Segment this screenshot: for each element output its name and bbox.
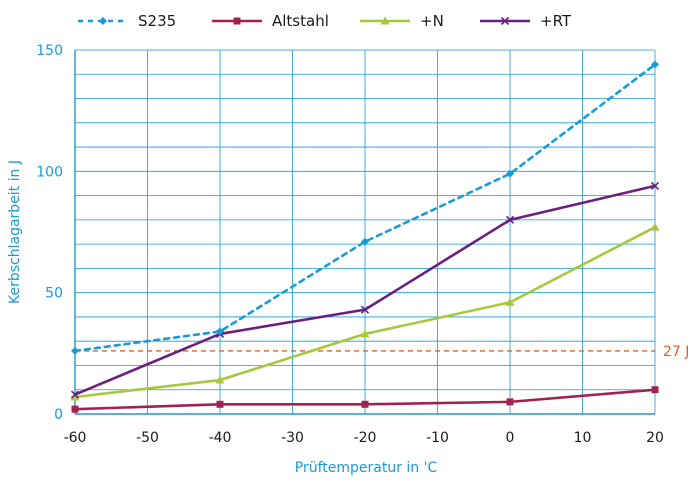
series-group xyxy=(70,60,660,413)
data-point-triangle xyxy=(380,16,390,25)
data-point-square xyxy=(651,386,659,394)
legend-item: +N xyxy=(360,12,444,30)
x-axis-title: Prüftemperatur in 'C xyxy=(295,460,438,476)
data-point-triangle xyxy=(70,392,80,401)
data-point-triangle xyxy=(650,222,660,231)
legend-item: S235 xyxy=(78,12,176,30)
x-tick-label: -30 xyxy=(281,430,304,446)
y-tick-label: 0 xyxy=(54,407,63,423)
y-tick-label: 150 xyxy=(36,43,63,59)
data-point-diamond xyxy=(651,60,659,69)
legend-label: +N xyxy=(420,12,444,30)
data-point-x-stroke xyxy=(500,16,510,26)
reference-line-group: 27 J xyxy=(75,344,689,360)
axes: 0 50 100 150 -60 -50 -40 -30 -20 -10 0 10 20 xyxy=(36,43,664,446)
data-point-diamond xyxy=(99,17,107,25)
data-point-x-stroke xyxy=(505,215,515,224)
data-point-x-stroke xyxy=(650,181,660,190)
data-point-triangle xyxy=(360,329,370,338)
legend-label: Altstahl xyxy=(272,12,329,30)
legend-label: S235 xyxy=(138,12,176,30)
data-point-x xyxy=(500,16,510,26)
x-tick-label: -20 xyxy=(354,430,377,446)
series-s235 xyxy=(71,60,659,355)
x-tick-label: 20 xyxy=(646,430,664,446)
x-tick-label: -10 xyxy=(426,430,449,446)
data-point-x-stroke xyxy=(70,390,80,399)
x-tick-label: 0 xyxy=(506,430,515,446)
series-n xyxy=(70,222,660,401)
x-tick-label: -60 xyxy=(64,430,87,446)
data-point-diamond xyxy=(506,169,514,178)
x-tick-label: 10 xyxy=(574,430,592,446)
y-tick-label: 100 xyxy=(36,164,63,180)
data-point-triangle xyxy=(215,375,225,384)
data-point-diamond xyxy=(216,327,224,336)
data-point-triangle xyxy=(505,297,515,306)
y-tick-label: 50 xyxy=(45,286,63,302)
data-point-x xyxy=(70,390,80,399)
legend-label: +RT xyxy=(540,12,572,30)
data-point-diamond xyxy=(71,346,79,355)
data-point-x xyxy=(505,215,515,224)
data-point-square xyxy=(233,17,241,25)
x-tick-label: -50 xyxy=(136,430,159,446)
legend: S235 Altstahl +N +RT xyxy=(78,12,572,30)
data-point-square xyxy=(71,405,79,413)
legend-item: +RT xyxy=(480,12,572,30)
data-point-x xyxy=(650,181,660,190)
data-point-x-stroke xyxy=(360,305,370,314)
y-axis-title: Kerbschlagarbeit in J xyxy=(7,160,23,304)
legend-item: Altstahl xyxy=(212,12,329,30)
data-point-square xyxy=(216,400,224,408)
reference-line-label: 27 J xyxy=(663,344,689,360)
data-point-diamond xyxy=(361,237,369,246)
gridlines xyxy=(74,49,656,415)
series-altstahl xyxy=(71,386,659,413)
data-point-square xyxy=(361,400,369,408)
data-point-x xyxy=(360,305,370,314)
x-tick-label: -40 xyxy=(209,430,232,446)
data-point-square xyxy=(506,398,514,406)
